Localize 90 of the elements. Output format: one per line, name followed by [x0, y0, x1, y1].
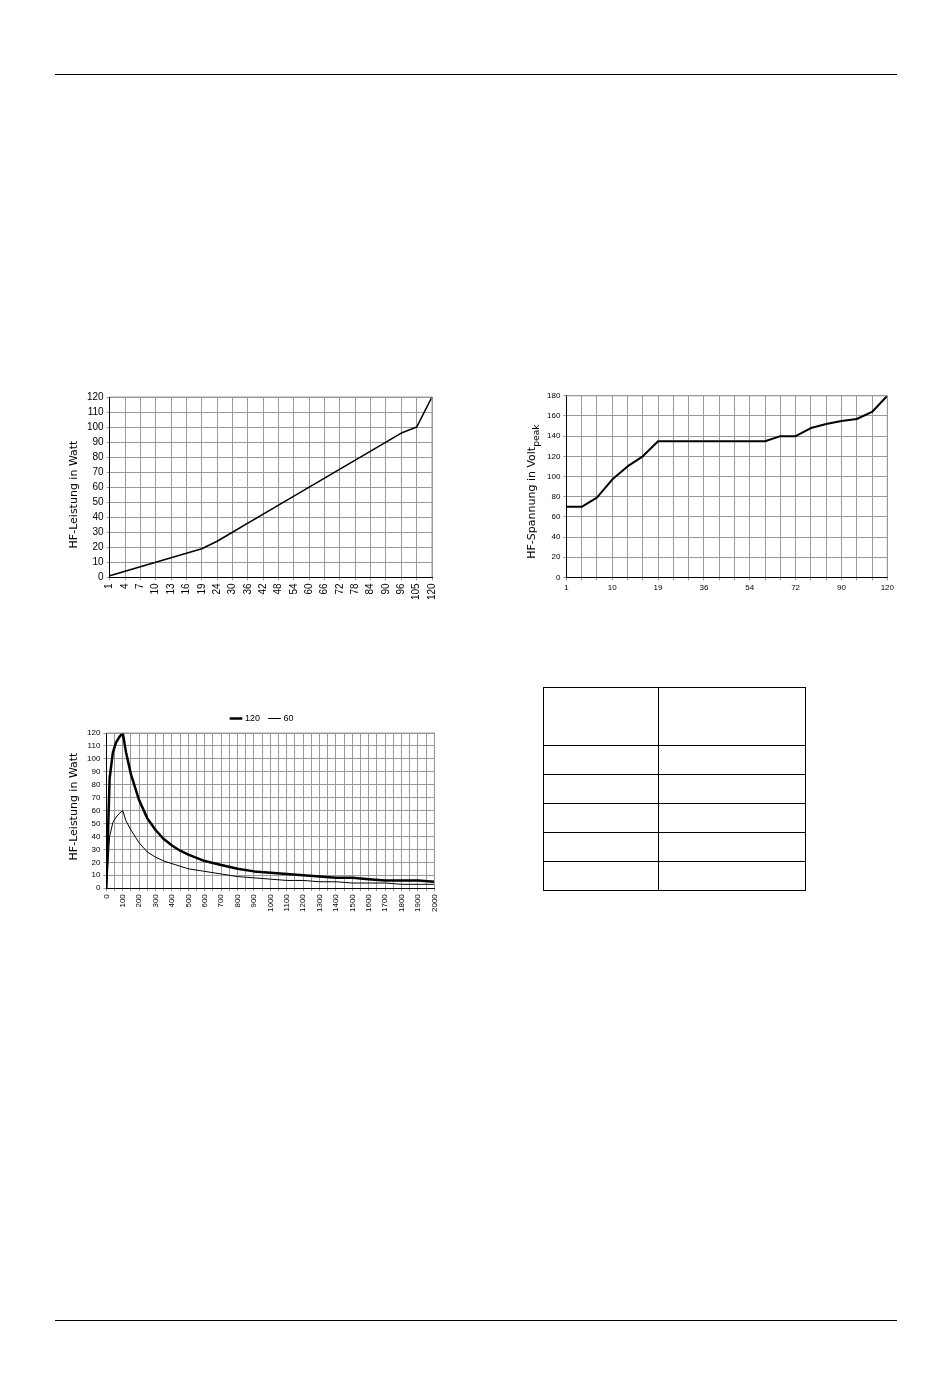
y-tick-label: 60	[91, 805, 101, 815]
x-tick-label: 120	[425, 582, 437, 600]
x-tick-label: 1000	[265, 893, 275, 912]
x-tick-label: 48	[272, 582, 284, 595]
y-tick-label: 50	[92, 495, 105, 507]
x-tick-label: 1800	[396, 893, 406, 912]
x-tick-label: 54	[745, 583, 755, 593]
y-tick-label: 60	[551, 512, 561, 522]
y-tick-label: 100	[546, 471, 561, 481]
x-tick-label: 7	[134, 582, 146, 589]
x-tick-label: 54	[287, 582, 299, 595]
x-tick-label: 800	[232, 893, 242, 908]
x-tick-label: 1600	[363, 893, 373, 912]
y-tick-label: 10	[91, 870, 101, 880]
x-tick-label: 72	[333, 582, 345, 595]
y-tick-label: 120	[86, 728, 101, 738]
x-tick-label: 36	[241, 582, 253, 595]
y-axis-title: HF-Leistung in Watt	[66, 751, 80, 862]
y-tick-label: 140	[546, 431, 561, 441]
x-tick-label: 72	[791, 583, 801, 593]
y-tick-label: 110	[87, 405, 105, 417]
x-tick-label: 1300	[314, 893, 324, 912]
x-tick-label: 1400	[331, 893, 341, 912]
x-tick-label: 84	[364, 582, 376, 595]
y-tick-label: 100	[86, 754, 101, 764]
x-tick-label: 400	[167, 893, 177, 908]
x-tick-label: 120	[880, 583, 895, 593]
y-tick-label: 120	[87, 390, 105, 402]
y-tick-label: 80	[551, 491, 561, 501]
y-tick-label: 90	[92, 435, 105, 447]
y-tick-label: 180	[546, 391, 561, 400]
x-tick-label: 10	[607, 583, 618, 593]
x-tick-label: 1900	[413, 893, 423, 912]
x-tick-label: 105	[410, 582, 422, 600]
y-tick-label: 40	[92, 510, 105, 522]
y-tick-label: 30	[92, 525, 105, 537]
x-tick-label: 2000	[429, 893, 439, 912]
x-tick-label: 90	[379, 582, 391, 595]
x-tick-label: 1200	[298, 893, 308, 912]
x-tick-label: 100	[117, 893, 127, 908]
x-tick-label: 4	[118, 582, 130, 589]
x-tick-label: 16	[180, 582, 192, 595]
legend-label: 60	[283, 712, 294, 723]
legend-label: 120	[244, 712, 261, 723]
y-tick-label: 40	[551, 532, 561, 542]
x-tick-label: 600	[199, 893, 209, 908]
x-tick-label: 19	[653, 583, 664, 593]
x-tick-label: 66	[318, 582, 330, 595]
x-tick-label: 200	[134, 893, 144, 908]
x-tick-label: 24	[210, 582, 222, 595]
y-tick-label: 90	[91, 767, 101, 776]
y-tick-label: 0	[555, 572, 561, 582]
x-tick-label: 78	[349, 582, 361, 595]
x-tick-label: 30	[226, 582, 238, 595]
y-tick-label: 160	[546, 411, 561, 421]
x-tick-label: 60	[302, 582, 314, 595]
x-tick-label: 300	[150, 893, 160, 908]
y-tick-label: 40	[91, 831, 101, 841]
y-tick-label: 20	[551, 552, 561, 562]
y-tick-label: 120	[546, 451, 561, 461]
x-tick-label: 700	[216, 893, 226, 908]
y-tick-label: 110	[87, 741, 101, 751]
y-tick-label: 30	[91, 844, 101, 854]
x-tick-label: 42	[256, 582, 268, 595]
x-tick-label: 90	[837, 583, 847, 593]
y-tick-label: 100	[87, 420, 105, 432]
y-tick-label: 20	[92, 541, 105, 553]
x-tick-label: 10	[149, 582, 161, 595]
x-tick-label: 1500	[347, 893, 357, 912]
x-tick-label: 900	[249, 893, 259, 908]
y-tick-label: 70	[92, 465, 105, 477]
x-tick-label: 36	[699, 583, 709, 593]
y-tick-label: 20	[91, 857, 101, 867]
y-tick-label: 50	[91, 818, 101, 828]
x-tick-label: 0	[101, 893, 111, 899]
y-tick-label: 10	[92, 556, 105, 568]
x-tick-label: 96	[395, 582, 407, 595]
x-tick-label: 500	[183, 893, 193, 908]
y-tick-label: 0	[95, 883, 101, 893]
x-tick-label: 19	[195, 582, 207, 595]
x-tick-label: 1700	[380, 893, 390, 912]
y-axis-title: HF-Leistung in Watt	[66, 439, 80, 550]
y-tick-label: 70	[91, 792, 101, 802]
y-tick-label: 60	[92, 480, 105, 492]
x-tick-label: 1100	[281, 893, 291, 912]
y-tick-label: 80	[92, 450, 105, 462]
x-tick-label: 1	[103, 582, 115, 589]
x-tick-label: 13	[164, 582, 176, 595]
x-tick-label: 1	[564, 583, 570, 593]
y-tick-label: 80	[91, 779, 101, 789]
